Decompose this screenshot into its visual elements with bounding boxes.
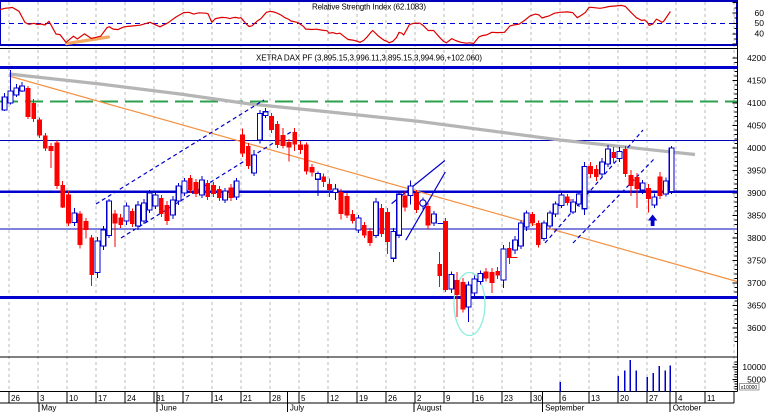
svg-text:40: 40 [755,29,765,39]
svg-text:August: August [417,404,443,413]
svg-text:May: May [41,404,56,413]
svg-text:XETRA DAX PF (3,895.15,3,996.1: XETRA DAX PF (3,895.15,3,996.11,3,895.15… [256,54,482,63]
svg-text:4200: 4200 [747,53,766,63]
svg-text:20: 20 [620,394,629,403]
svg-text:17: 17 [98,394,107,403]
svg-text:16: 16 [475,394,484,403]
svg-text:Relative Strength Index (62.10: Relative Strength Index (62.1083) [312,3,426,12]
svg-text:30: 30 [533,394,542,403]
svg-text:23: 23 [504,394,513,403]
svg-text:24: 24 [127,394,136,403]
svg-text:x10000: x10000 [741,385,758,391]
svg-text:October: October [673,404,702,413]
svg-text:4150: 4150 [747,75,766,85]
svg-text:4050: 4050 [747,120,766,130]
svg-text:5000: 5000 [747,374,766,384]
svg-text:31: 31 [156,394,165,403]
svg-text:3600: 3600 [747,323,766,333]
svg-text:June: June [160,404,178,413]
svg-text:50: 50 [755,18,765,28]
svg-text:July: July [290,404,304,413]
svg-text:4000: 4000 [747,143,766,153]
svg-text:3650: 3650 [747,300,766,310]
svg-text:13: 13 [591,394,600,403]
svg-text:19: 19 [359,394,368,403]
svg-text:27: 27 [649,394,658,403]
svg-text:6: 6 [562,394,567,403]
svg-text:12: 12 [330,394,339,403]
svg-text:60: 60 [755,8,765,18]
svg-text:21: 21 [243,394,252,403]
svg-text:3800: 3800 [747,233,766,243]
svg-text:10000: 10000 [742,362,766,372]
svg-text:3: 3 [40,394,45,403]
svg-text:7: 7 [185,394,190,403]
svg-text:9: 9 [446,394,451,403]
svg-text:3950: 3950 [747,165,766,175]
svg-text:3850: 3850 [747,210,766,220]
svg-text:26: 26 [11,394,20,403]
svg-text:28: 28 [272,394,281,403]
svg-text:3750: 3750 [747,255,766,265]
svg-text:26: 26 [388,394,397,403]
svg-text:3900: 3900 [747,188,766,198]
svg-text:11: 11 [707,394,716,403]
svg-text:5: 5 [301,394,306,403]
svg-text:2: 2 [417,394,422,403]
svg-text:September: September [545,404,584,413]
svg-text:3700: 3700 [747,278,766,288]
svg-text:4: 4 [678,394,683,403]
svg-text:10: 10 [69,394,78,403]
svg-text:14: 14 [214,394,223,403]
svg-text:4100: 4100 [747,98,766,108]
